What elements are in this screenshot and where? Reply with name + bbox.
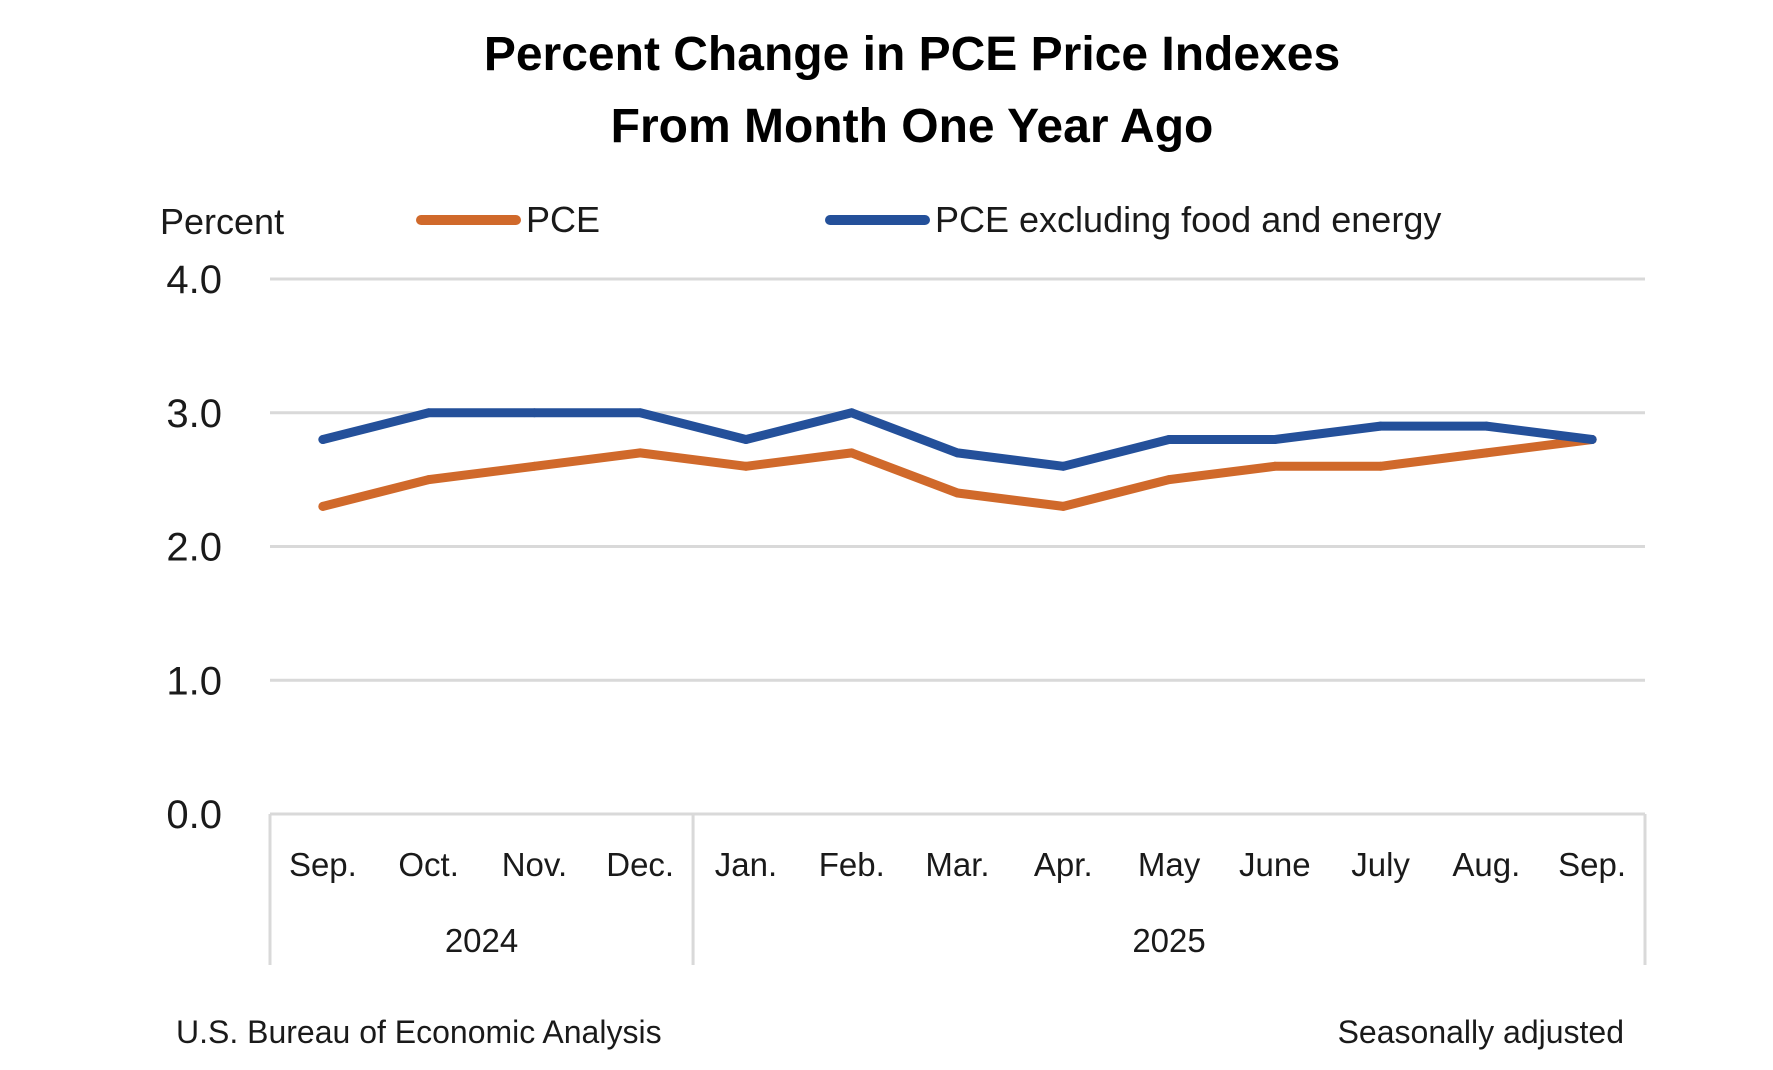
y-tick-label: 0.0 bbox=[166, 793, 222, 837]
x-tick-label: Apr. bbox=[1034, 846, 1093, 883]
data-point bbox=[1058, 461, 1068, 471]
x-tick-label: Aug. bbox=[1452, 846, 1520, 883]
y-tick-label: 2.0 bbox=[166, 526, 222, 570]
chart-subtitle: From Month One Year Ago bbox=[611, 100, 1214, 153]
x-tick-label: May bbox=[1138, 846, 1201, 883]
y-axis-ticks: 0.0 1.0 2.0 3.0 4.0 bbox=[166, 258, 222, 837]
data-point bbox=[847, 408, 857, 418]
data-point bbox=[1270, 435, 1280, 444]
x-tick-label: Sep. bbox=[289, 846, 357, 883]
data-point bbox=[1481, 448, 1491, 458]
data-point bbox=[529, 408, 539, 418]
data-point bbox=[953, 448, 962, 458]
data-series bbox=[318, 408, 1597, 511]
data-point bbox=[1164, 475, 1174, 485]
source-note: U.S. Bureau of Economic Analysis bbox=[176, 1014, 662, 1050]
data-point bbox=[424, 475, 434, 485]
seasonal-adjustment-note: Seasonally adjusted bbox=[1338, 1014, 1624, 1050]
data-point bbox=[529, 461, 539, 471]
legend-label-core-pce: PCE excluding food and energy bbox=[935, 199, 1441, 240]
data-point bbox=[741, 461, 751, 471]
legend: PCE PCE excluding food and energy bbox=[416, 199, 1441, 240]
x-group-label: 2024 bbox=[445, 922, 518, 959]
data-point bbox=[1376, 461, 1386, 471]
gridlines bbox=[270, 277, 1645, 682]
data-point bbox=[318, 435, 328, 444]
legend-label-pce: PCE bbox=[526, 199, 600, 240]
y-tick-label: 1.0 bbox=[166, 659, 222, 703]
data-point bbox=[953, 488, 962, 498]
data-point bbox=[635, 448, 645, 458]
data-point bbox=[1587, 435, 1597, 444]
y-tick-label: 4.0 bbox=[166, 258, 222, 302]
x-tick-label: Sep. bbox=[1558, 846, 1626, 883]
data-point bbox=[847, 448, 857, 458]
x-tick-label: Feb. bbox=[819, 846, 885, 883]
x-group-label: 2025 bbox=[1132, 922, 1205, 959]
data-point bbox=[424, 408, 434, 418]
data-point bbox=[318, 501, 328, 511]
x-tick-label: July bbox=[1351, 846, 1410, 883]
data-point bbox=[1058, 501, 1068, 511]
x-tick-label: June bbox=[1239, 846, 1311, 883]
chart-title: Percent Change in PCE Price Indexes bbox=[484, 28, 1340, 81]
y-tick-label: 3.0 bbox=[166, 392, 222, 436]
series-line-core-pce bbox=[318, 408, 1597, 471]
data-point bbox=[1164, 435, 1174, 444]
x-tick-label: Dec. bbox=[606, 846, 674, 883]
data-point bbox=[1270, 461, 1280, 471]
y-axis-label: Percent bbox=[160, 201, 284, 242]
data-point bbox=[1481, 421, 1491, 431]
x-axis: Sep. Oct. Nov. Dec. Jan. Feb. Mar. Apr. May June J… bbox=[268, 812, 1647, 965]
x-tick-label: Jan. bbox=[715, 846, 777, 883]
x-tick-label: Oct. bbox=[398, 846, 459, 883]
x-tick-label: Mar. bbox=[925, 846, 989, 883]
data-point bbox=[741, 435, 751, 444]
x-tick-label: Nov. bbox=[502, 846, 567, 883]
data-point bbox=[1376, 421, 1386, 431]
data-point bbox=[635, 408, 645, 418]
